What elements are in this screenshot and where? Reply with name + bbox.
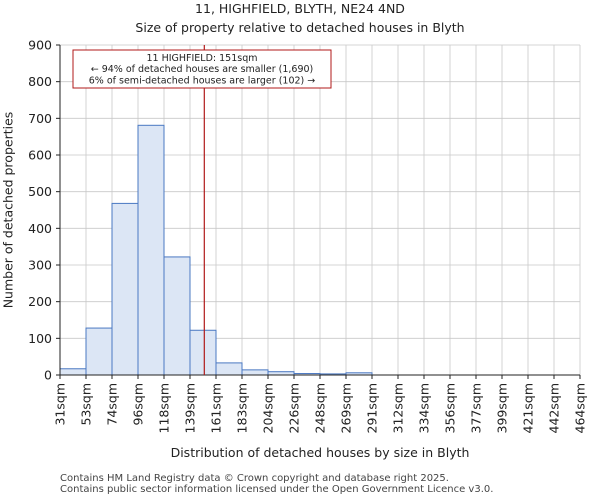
chart-title: 11, HIGHFIELD, BLYTH, NE24 4ND (195, 1, 405, 16)
x-tick-label: 334sqm (417, 383, 432, 433)
x-tick-label: 269sqm (339, 383, 354, 433)
x-tick-label: 377sqm (469, 383, 484, 433)
y-tick-label: 400 (28, 221, 52, 236)
x-tick-label: 442sqm (547, 383, 562, 433)
bar (215, 362, 243, 376)
x-tick-label: 161sqm (209, 383, 224, 433)
y-tick-label: 100 (28, 331, 52, 346)
x-tick-label: 421sqm (521, 383, 536, 433)
y-tick-label: 700 (28, 111, 52, 126)
x-tick-label: 118sqm (157, 383, 172, 433)
annotation-line-2: ← 94% of detached houses are smaller (1,… (91, 64, 314, 75)
y-tick-label: 0 (44, 368, 52, 383)
x-tick-label: 312sqm (391, 383, 406, 433)
x-tick-label: 464sqm (573, 383, 588, 433)
bar (137, 124, 165, 376)
bar (163, 256, 191, 376)
annotation-line-1: 11 HIGHFIELD: 151sqm (146, 53, 257, 64)
y-tick-label: 800 (28, 74, 52, 89)
y-tick-label: 500 (28, 184, 52, 199)
footer-licence: Contains public sector information licen… (60, 484, 494, 495)
y-tick-label: 300 (28, 258, 52, 273)
x-tick-label: 248sqm (313, 383, 328, 433)
x-tick-label: 31sqm (53, 383, 68, 426)
chart-subtitle: Size of property relative to detached ho… (135, 20, 465, 35)
x-tick-label: 53sqm (79, 383, 94, 426)
x-tick-label: 74sqm (105, 383, 120, 426)
bar (59, 368, 87, 376)
x-tick-label: 356sqm (443, 383, 458, 433)
bar (111, 202, 139, 376)
footer-copyright: Contains HM Land Registry data © Crown c… (60, 473, 449, 484)
y-tick-label: 600 (28, 148, 52, 163)
x-axis-label: Distribution of detached houses by size … (170, 445, 470, 460)
annotation-line-3: 6% of semi-detached houses are larger (1… (89, 75, 316, 86)
y-tick-label: 900 (28, 38, 52, 53)
x-tick-label: 226sqm (287, 383, 302, 433)
x-tick-label: 96sqm (131, 383, 146, 426)
bar (189, 329, 217, 376)
bar (85, 327, 113, 376)
x-tick-label: 183sqm (235, 383, 250, 433)
x-tick-label: 291sqm (365, 383, 380, 433)
x-tick-label: 399sqm (495, 383, 510, 433)
x-tick-label: 204sqm (261, 383, 276, 433)
annotation-box (72, 49, 332, 89)
bar (241, 369, 269, 376)
x-tick-label: 139sqm (183, 383, 198, 433)
y-tick-label: 200 (28, 294, 52, 309)
